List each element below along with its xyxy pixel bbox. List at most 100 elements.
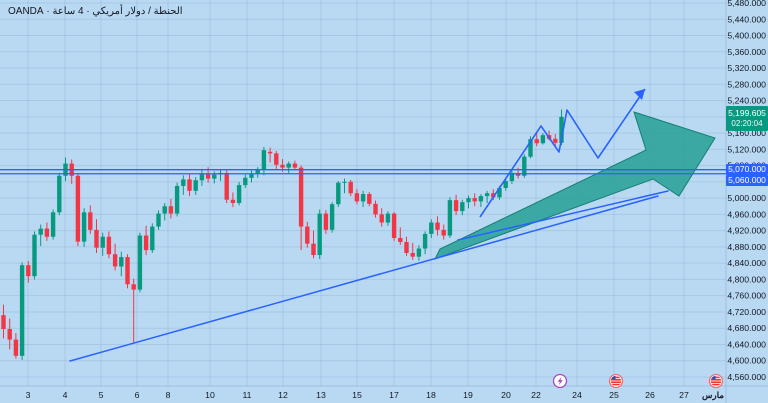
candle-body — [298, 167, 304, 227]
candle-body — [534, 139, 539, 144]
time-tick-label: 12 — [278, 390, 288, 400]
time-tick-label: 20 — [501, 390, 511, 400]
time-tick-label: 22 — [531, 390, 541, 400]
candle-body — [373, 203, 378, 215]
candle-body — [57, 175, 62, 213]
time-tick-label: 6 — [135, 390, 140, 400]
trend-arrow-marker[interactable] — [433, 111, 716, 260]
time-tick-label: 19 — [463, 390, 473, 400]
pane-group — [0, 0, 726, 386]
candle-body — [360, 194, 366, 202]
price-axis[interactable]: 5,480.000 5,440.000 5,400.000 5,360.000 5,32… — [727, 0, 766, 382]
candle-body — [429, 222, 434, 234]
price-tick-label: 4,760.000 — [727, 291, 766, 301]
candle-body — [385, 213, 391, 223]
last-price-tag[interactable]: 5,199.605 02:20:04 — [726, 106, 768, 131]
candle-body — [404, 242, 409, 253]
alert-price-tag[interactable]: 5,060.000 — [726, 175, 768, 186]
price-tick-label: 4,800.000 — [727, 274, 766, 284]
projection-arrowhead-icon — [634, 89, 645, 100]
us-flag-icon[interactable] — [708, 373, 724, 389]
price-tick-label: 5,480.000 — [727, 0, 766, 8]
time-tick-label: 3 — [26, 390, 31, 400]
time-tick-label: 8 — [166, 390, 171, 400]
price-tick-label: 4,920.000 — [727, 226, 766, 236]
candle-body — [528, 139, 533, 157]
candle-body — [125, 257, 130, 285]
candle-body — [484, 193, 490, 197]
flag-stripe — [710, 379, 722, 381]
us-flag-icon[interactable] — [608, 373, 624, 389]
candle-body — [131, 284, 136, 290]
candle-body — [559, 116, 564, 143]
candle-body — [199, 173, 205, 181]
candle-body — [150, 226, 155, 251]
candle-body — [243, 177, 248, 186]
candles — [1, 109, 564, 360]
alert-price-tag[interactable]: 5,070.000 — [726, 164, 768, 175]
candle-body — [32, 234, 37, 277]
projection-path-line[interactable] — [479, 88, 646, 218]
candle-body — [336, 182, 341, 205]
candle-body — [509, 172, 515, 182]
time-tick-label: 24 — [572, 390, 582, 400]
candle-body — [106, 236, 112, 255]
candle-body — [466, 198, 471, 203]
time-tick-label: 25 — [609, 390, 619, 400]
candle-body — [230, 199, 236, 203]
price-tick-label: 4,720.000 — [727, 307, 766, 317]
price-tick-label: 4,840.000 — [727, 258, 766, 268]
candle-body — [453, 200, 459, 212]
price-tick-label: 4,640.000 — [727, 339, 766, 349]
candle-body — [274, 153, 279, 165]
candle-body — [354, 193, 360, 202]
candle-body — [497, 187, 502, 198]
candle-body — [317, 213, 322, 256]
main-rising-trendline[interactable] — [69, 195, 659, 362]
candle-body — [398, 237, 403, 243]
flag-stripe — [710, 381, 722, 383]
time-tick-label: 18 — [426, 390, 436, 400]
time-tick-label: 27 — [679, 390, 689, 400]
candle-body — [187, 179, 192, 191]
candle-body — [342, 181, 347, 183]
candle-body — [193, 180, 198, 191]
candle-body — [50, 212, 56, 237]
secondary-rising-trendline[interactable] — [457, 190, 669, 241]
price-tick-label: 5,440.000 — [727, 14, 766, 24]
price-tick-label: 5,280.000 — [727, 79, 766, 89]
flag-canton — [710, 375, 716, 380]
candle-body — [447, 200, 453, 236]
price-tick-label: 4,960.000 — [727, 209, 766, 219]
price-tick-label: 5,240.000 — [727, 96, 766, 106]
price-tick-label: 5,400.000 — [727, 31, 766, 41]
candle-body — [26, 265, 31, 277]
time-tick-label: 10 — [205, 390, 215, 400]
candle-body — [81, 212, 87, 242]
candle-body — [416, 248, 422, 257]
candle-body — [460, 202, 465, 212]
candle-body — [478, 196, 484, 202]
candle-body — [379, 214, 384, 223]
candle-body — [1, 315, 6, 330]
flag-stripe — [610, 379, 622, 381]
bolt-icon[interactable] — [552, 373, 568, 389]
price-tick-label: 5,120.000 — [727, 144, 766, 154]
flag-stripe — [710, 383, 722, 386]
candle-body — [305, 226, 310, 244]
candle-body — [348, 181, 353, 194]
candle-body — [100, 236, 105, 248]
price-tick-label: 4,560.000 — [727, 372, 766, 382]
time-axis[interactable]: 3 4 5 6 8 10 11 12 13 15 17 18 19 20 22 24 25 26 27 مارس — [26, 390, 725, 401]
candle-body — [311, 243, 316, 256]
flag-circle — [708, 373, 724, 389]
candle-body — [267, 151, 273, 154]
candle-body — [212, 174, 217, 179]
price-tick-label: 4,600.000 — [727, 356, 766, 366]
candle-body — [323, 213, 329, 230]
flag-stripe — [610, 381, 622, 383]
candle-body — [491, 193, 496, 198]
candle-body — [391, 213, 397, 238]
